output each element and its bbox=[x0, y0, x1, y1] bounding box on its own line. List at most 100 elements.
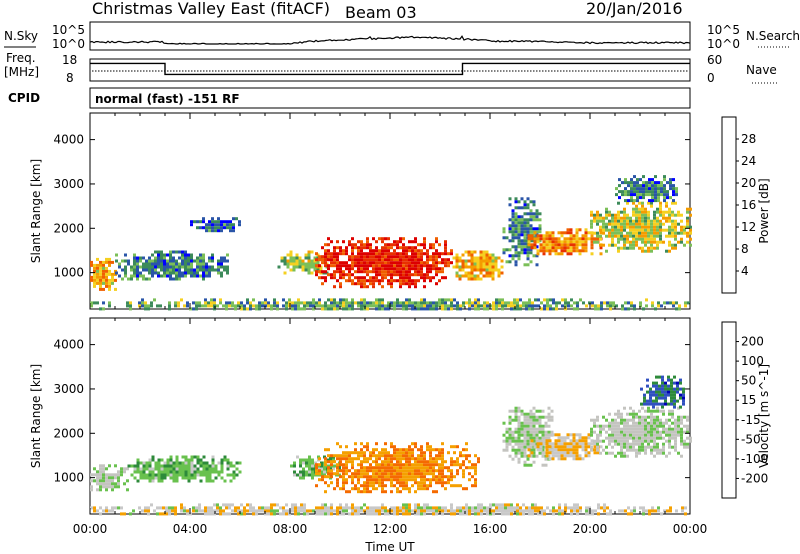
velocity-cell bbox=[671, 409, 674, 413]
power-cell bbox=[333, 258, 336, 262]
velocity-cell bbox=[238, 470, 242, 474]
velocity-cell bbox=[547, 433, 551, 437]
power-cell bbox=[520, 227, 524, 231]
velocity-cell bbox=[505, 442, 509, 446]
velocity-cell bbox=[133, 464, 137, 468]
velocity-cell bbox=[542, 451, 546, 455]
velocity-cell bbox=[429, 457, 432, 461]
power-cell bbox=[292, 256, 296, 260]
velocity-cell bbox=[273, 512, 276, 516]
power-cell bbox=[523, 245, 527, 249]
velocity-cell bbox=[267, 506, 270, 510]
velocity-cell bbox=[501, 503, 504, 507]
power-cell bbox=[458, 277, 462, 281]
velocity-cell bbox=[111, 485, 114, 489]
velocity-cell bbox=[399, 481, 402, 485]
power-cell bbox=[136, 262, 139, 266]
velocity-cell bbox=[507, 512, 510, 516]
power-cell bbox=[150, 304, 153, 308]
power-cell bbox=[214, 226, 217, 230]
power-cell bbox=[393, 258, 396, 262]
power-cell bbox=[535, 215, 539, 219]
velocity-cell bbox=[620, 442, 623, 446]
power-cell bbox=[297, 304, 300, 308]
velocity-cell bbox=[450, 460, 453, 464]
power-cell bbox=[127, 259, 130, 263]
power-cell bbox=[450, 261, 453, 265]
power-cell bbox=[432, 246, 435, 250]
velocity-cell bbox=[372, 475, 375, 479]
power-cell bbox=[217, 265, 220, 269]
power-cell bbox=[153, 298, 156, 302]
velocity-cell bbox=[638, 427, 641, 431]
velocity-cell bbox=[677, 451, 680, 455]
velocity-cell bbox=[575, 448, 579, 452]
power-cell bbox=[566, 249, 570, 253]
power-cell bbox=[432, 304, 435, 308]
power-cell bbox=[298, 259, 302, 263]
power-cell bbox=[330, 276, 333, 280]
velocity-cell bbox=[273, 503, 276, 507]
velocity-cell bbox=[336, 481, 339, 485]
velocity-cell bbox=[635, 415, 638, 419]
power-cell bbox=[321, 304, 324, 308]
velocity-cell bbox=[324, 512, 327, 516]
velocity-cell bbox=[668, 418, 671, 422]
velocity-cell bbox=[323, 470, 326, 474]
velocity-cell bbox=[114, 473, 117, 477]
power-cell bbox=[551, 237, 555, 241]
power-cell bbox=[552, 298, 555, 302]
velocity-cell bbox=[658, 387, 661, 391]
power-cell bbox=[411, 255, 414, 259]
power-cell bbox=[498, 304, 501, 308]
power-cell bbox=[399, 255, 402, 259]
velocity-cell bbox=[626, 421, 629, 425]
velocity-cell bbox=[339, 460, 342, 464]
power-cell bbox=[297, 307, 300, 311]
power-cell bbox=[627, 301, 630, 305]
velocity-cell bbox=[196, 461, 200, 465]
power-cell bbox=[196, 262, 199, 266]
power-cell bbox=[174, 304, 177, 308]
power-cell bbox=[523, 248, 527, 252]
velocity-cell bbox=[536, 445, 540, 449]
velocity-cell bbox=[408, 503, 411, 507]
velocity-cell bbox=[190, 455, 194, 459]
velocity-cell bbox=[405, 475, 408, 479]
velocity-cell bbox=[514, 430, 518, 434]
power-colorbar-tick-label: 4 bbox=[741, 264, 749, 278]
velocity-cell bbox=[384, 451, 387, 455]
power-cell bbox=[516, 298, 519, 302]
velocity-cell bbox=[220, 464, 224, 468]
velocity-cell bbox=[593, 421, 596, 425]
power-cell bbox=[444, 304, 447, 308]
velocity-cell bbox=[393, 466, 396, 470]
power-cell bbox=[511, 257, 515, 261]
power-cell bbox=[291, 307, 294, 311]
velocity-cell bbox=[480, 509, 483, 513]
power-cell bbox=[396, 246, 399, 250]
power-cell bbox=[411, 246, 414, 250]
power-cell bbox=[473, 250, 477, 254]
power-cell bbox=[102, 269, 105, 273]
velocity-cell bbox=[477, 503, 480, 507]
sky-panel-frame bbox=[89, 21, 691, 51]
power-cell bbox=[572, 249, 576, 253]
power-cell bbox=[423, 264, 426, 268]
velocity-cell bbox=[408, 469, 411, 473]
power-cell bbox=[641, 207, 644, 211]
power-cell bbox=[514, 248, 518, 252]
velocity-cell bbox=[641, 448, 644, 452]
power-cell bbox=[552, 301, 555, 305]
velocity-cell bbox=[520, 439, 524, 443]
velocity-cell bbox=[363, 509, 366, 513]
velocity-cell bbox=[655, 387, 658, 391]
power-cell bbox=[551, 243, 555, 247]
power-cell bbox=[387, 264, 390, 268]
power-cell bbox=[414, 267, 417, 271]
power-cell bbox=[90, 275, 93, 279]
power-cell bbox=[411, 282, 414, 286]
velocity-cell bbox=[387, 463, 390, 467]
velocity-cell bbox=[423, 481, 426, 485]
velocity-cell bbox=[626, 430, 629, 434]
